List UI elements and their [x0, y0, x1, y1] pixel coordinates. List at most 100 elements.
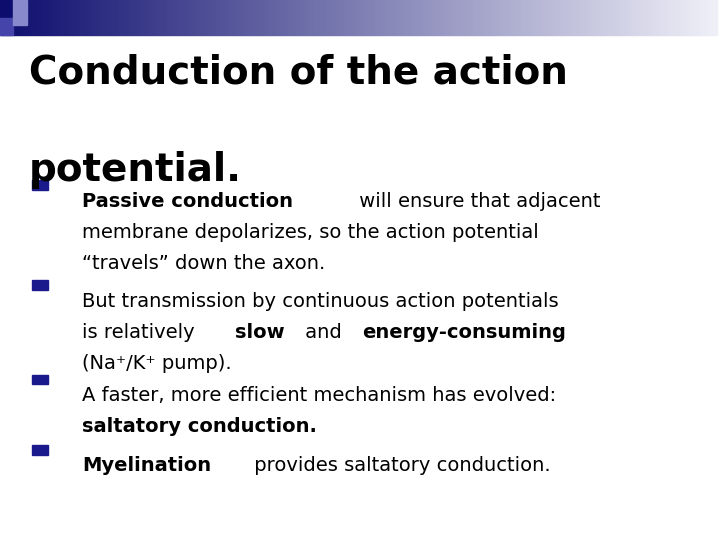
- Bar: [426, 0, 428, 35]
- Bar: [125, 0, 127, 35]
- Bar: [373, 0, 375, 35]
- Bar: [181, 0, 184, 35]
- Bar: [346, 0, 349, 35]
- Bar: [585, 0, 588, 35]
- Bar: [313, 0, 315, 35]
- Text: Passive conduction: Passive conduction: [82, 192, 294, 211]
- Bar: [707, 0, 710, 35]
- Bar: [222, 0, 225, 35]
- Bar: [468, 0, 471, 35]
- Bar: [24, 0, 27, 35]
- Bar: [194, 0, 196, 35]
- Bar: [647, 0, 650, 35]
- Bar: [253, 0, 256, 35]
- Bar: [614, 0, 616, 35]
- Bar: [296, 0, 299, 35]
- Bar: [328, 0, 330, 35]
- Bar: [220, 0, 222, 35]
- Bar: [576, 0, 578, 35]
- Bar: [14, 0, 17, 35]
- Bar: [399, 0, 402, 35]
- Bar: [492, 0, 495, 35]
- Bar: [356, 0, 359, 35]
- Bar: [624, 0, 626, 35]
- Bar: [621, 0, 624, 35]
- Bar: [459, 0, 461, 35]
- Bar: [67, 0, 69, 35]
- Bar: [239, 0, 241, 35]
- Bar: [640, 0, 643, 35]
- Bar: [191, 0, 194, 35]
- Bar: [189, 0, 191, 35]
- Bar: [693, 0, 696, 35]
- Bar: [9, 0, 12, 35]
- Bar: [203, 0, 205, 35]
- Bar: [361, 0, 363, 35]
- Text: potential.: potential.: [29, 151, 242, 189]
- Text: Myelination: Myelination: [82, 456, 212, 475]
- Bar: [112, 0, 114, 35]
- Bar: [186, 0, 189, 35]
- Bar: [282, 0, 284, 35]
- Bar: [674, 0, 676, 35]
- Bar: [705, 0, 707, 35]
- Bar: [277, 0, 279, 35]
- Bar: [578, 0, 580, 35]
- Bar: [390, 0, 392, 35]
- Text: and: and: [299, 323, 348, 342]
- Bar: [256, 0, 258, 35]
- Bar: [117, 0, 120, 35]
- Bar: [268, 0, 270, 35]
- Bar: [53, 0, 55, 35]
- Bar: [696, 0, 698, 35]
- Bar: [616, 0, 619, 35]
- Bar: [456, 0, 459, 35]
- Bar: [91, 0, 93, 35]
- Bar: [636, 0, 638, 35]
- Bar: [40, 0, 43, 35]
- Bar: [2, 0, 5, 35]
- Bar: [0, 0, 13, 16]
- Bar: [114, 0, 117, 35]
- Bar: [559, 0, 562, 35]
- Bar: [270, 0, 272, 35]
- Bar: [368, 0, 370, 35]
- Bar: [678, 0, 681, 35]
- Bar: [552, 0, 554, 35]
- Bar: [315, 0, 318, 35]
- Bar: [545, 0, 547, 35]
- Bar: [50, 0, 53, 35]
- Bar: [382, 0, 384, 35]
- Text: But transmission by continuous action potentials: But transmission by continuous action po…: [82, 292, 559, 310]
- Bar: [423, 0, 426, 35]
- Bar: [98, 0, 100, 35]
- Text: membrane depolarizes, so the action potential: membrane depolarizes, so the action pote…: [82, 223, 539, 242]
- Bar: [435, 0, 437, 35]
- Bar: [232, 0, 234, 35]
- Bar: [392, 0, 395, 35]
- Bar: [17, 0, 19, 35]
- Bar: [619, 0, 621, 35]
- Bar: [294, 0, 296, 35]
- Bar: [323, 0, 325, 35]
- Bar: [272, 0, 275, 35]
- Bar: [227, 0, 230, 35]
- Bar: [122, 0, 125, 35]
- Bar: [303, 0, 306, 35]
- Bar: [132, 0, 134, 35]
- Bar: [509, 0, 511, 35]
- Bar: [74, 0, 76, 35]
- Bar: [588, 0, 590, 35]
- Bar: [201, 0, 203, 35]
- Bar: [225, 0, 227, 35]
- Bar: [700, 0, 703, 35]
- Bar: [511, 0, 513, 35]
- Bar: [384, 0, 387, 35]
- Bar: [32, 280, 48, 290]
- Bar: [657, 0, 660, 35]
- Bar: [100, 0, 103, 35]
- Bar: [127, 0, 129, 35]
- Bar: [234, 0, 237, 35]
- Bar: [58, 0, 60, 35]
- Bar: [415, 0, 418, 35]
